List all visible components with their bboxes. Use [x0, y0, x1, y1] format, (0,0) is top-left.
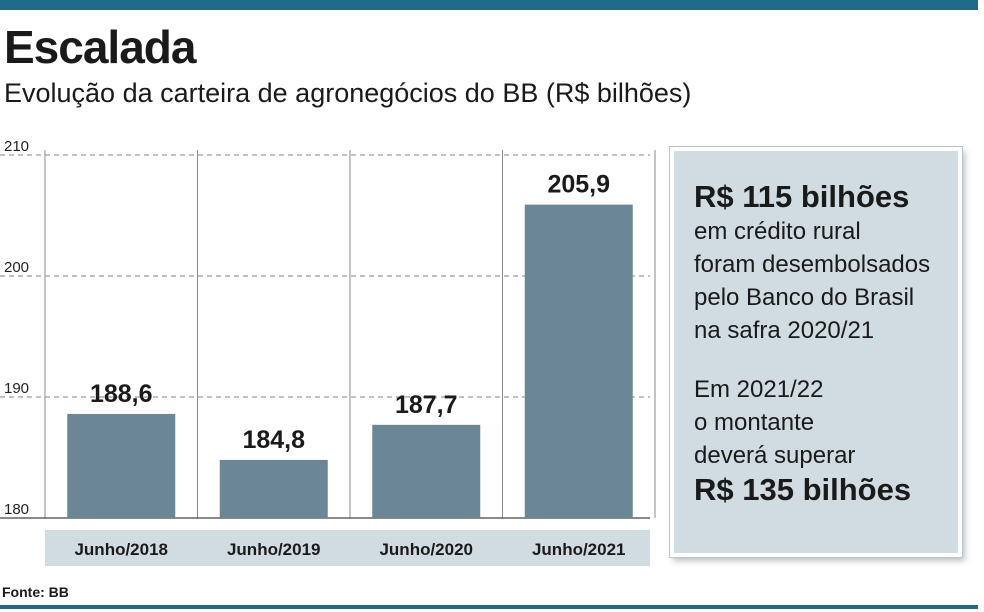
callout-text-line: Em 2021/22	[694, 375, 824, 403]
chart-title: Escalada	[4, 21, 196, 73]
callout-text-line: na safra 2020/21	[694, 316, 875, 344]
bar-chart: 210 200 190 180 188,6 Junho/2018 184,8 Junho/20…	[0, 138, 656, 566]
category-label-band	[45, 530, 650, 566]
bar	[219, 459, 328, 518]
top-accent-bar	[0, 0, 978, 10]
bar	[524, 204, 633, 519]
source-note: Fonte: BB	[2, 584, 69, 600]
callout-highlight-1: R$ 115 bilhões	[694, 179, 910, 214]
callout-text-line: o montante	[694, 408, 815, 436]
x-category-label: Junho/2020	[379, 540, 473, 559]
bar	[372, 424, 481, 518]
y-tick-label: 180	[4, 501, 29, 518]
callout-highlight-2: R$ 135 bilhões	[694, 471, 912, 507]
callout-text-line: pelo Banco do Brasil	[694, 283, 915, 311]
y-tick-label: 190	[4, 380, 29, 397]
bar-value-label: 187,7	[395, 391, 458, 419]
y-tick-label: 200	[4, 259, 29, 276]
bar-value-label: 188,6	[90, 380, 153, 408]
y-tick-label: 210	[4, 138, 29, 155]
bottom-accent-bar	[0, 605, 978, 609]
x-category-label: Junho/2019	[227, 540, 321, 559]
callout-text-line: deverá superar	[694, 441, 856, 469]
bar-value-label: 205,9	[547, 171, 610, 199]
x-category-label: Junho/2018	[74, 540, 168, 559]
callout-text-line: foram desembolsados	[694, 250, 931, 278]
chart-subtitle: Evolução da carteira de agronegócios do …	[4, 78, 692, 108]
bar-value-label: 184,8	[242, 426, 305, 454]
callout-text-line: em crédito rural	[694, 217, 861, 245]
info-callout-box: R$ 115 bilhões em crédito rural foram de…	[670, 147, 962, 557]
bar	[67, 413, 176, 518]
x-category-label: Junho/2021	[532, 540, 626, 559]
